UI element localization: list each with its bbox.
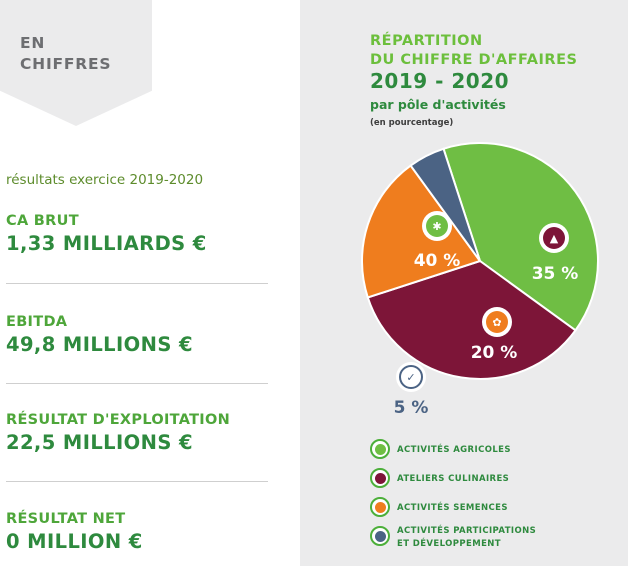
wheat-icon: ✱ — [422, 211, 452, 241]
cloche-icon: ▲ — [539, 223, 569, 253]
metric-value: 1,33 MILLIARDS € — [6, 232, 207, 255]
slice-value-label: 40 % — [414, 251, 461, 271]
metric-resultat-net: RÉSULTAT NET 0 MILLION € — [6, 510, 266, 555]
results-heading: résultats exercice 2019-2020 — [6, 172, 204, 188]
en-chiffres-label: EN CHIFFRES — [20, 34, 112, 73]
slice-value-label: 5 % — [394, 398, 429, 418]
metric-value: 0 MILLION € — [6, 530, 143, 553]
metric-label: CA BRUT — [6, 213, 79, 229]
pie-slice — [442, 142, 599, 332]
svg-text:▲: ▲ — [550, 232, 559, 245]
metric-resultat-exploitation: RÉSULTAT D'EXPLOITATION 22,5 MILLIONS € — [6, 411, 266, 456]
revenue-breakdown-panel: ✱ 40 % ▲ 35 % ✿ 20 % ✓ 5 % RÉPARTITION DU CHIFF… — [300, 0, 628, 566]
legend-label: ACTIVITÉS AGRICOLES — [397, 445, 511, 455]
pie-chart: ✱ 40 % ▲ 35 % ✿ 20 % ✓ 5 % — [361, 142, 599, 418]
key-figures-panel: EN CHIFFRES résultats exercice 2019-2020… — [0, 0, 300, 566]
legend-item-agricoles: ACTIVITÉS AGRICOLES — [370, 438, 620, 467]
chart-unit-note: (en pourcentage) — [370, 118, 454, 128]
chart-years: 2019 - 2020 — [370, 69, 510, 93]
seeds-icon — [370, 497, 390, 517]
legend-label: ATELIERS CULINAIRES — [397, 474, 510, 484]
metric-ca-brut: CA BRUT 1,33 MILLIARDS € — [6, 212, 266, 257]
metric-ebitda: EBITDA 49,8 MILLIONS € — [6, 313, 266, 358]
svg-text:✱: ✱ — [432, 220, 441, 233]
slice-value-label: 20 % — [471, 343, 518, 363]
legend-label: ACTIVITÉS PARTICIPATIONS ET DÉVELOPPEMEN… — [397, 526, 537, 549]
pie-slice — [366, 259, 577, 380]
legend-item-participations: ACTIVITÉS PARTICIPATIONS ET DÉVELOPPEMEN… — [370, 525, 620, 565]
chart-subtitle: par pôle d'activités — [370, 97, 506, 112]
seeds-icon: ✿ — [482, 307, 512, 337]
metric-label: RÉSULTAT NET — [6, 511, 126, 527]
check-leaf-icon — [370, 526, 390, 546]
metric-label: RÉSULTAT D'EXPLOITATION — [6, 412, 231, 428]
check-leaf-icon: ✓ — [396, 362, 426, 392]
metric-value: 49,8 MILLIONS € — [6, 333, 193, 356]
divider — [6, 283, 268, 284]
slice-value-label: 35 % — [532, 264, 579, 284]
chart-title: RÉPARTITION DU CHIFFRE D'AFFAIRES — [370, 33, 578, 68]
svg-text:✿: ✿ — [492, 316, 501, 329]
cloche-icon — [370, 468, 390, 488]
metric-value: 22,5 MILLIONS € — [6, 431, 193, 454]
pie-slice — [361, 164, 482, 299]
legend-label: ACTIVITÉS SEMENCES — [397, 503, 508, 513]
chart-legend: ACTIVITÉS AGRICOLES ATELIERS CULINAIRES … — [370, 438, 620, 565]
legend-item-culinaires: ATELIERS CULINAIRES — [370, 467, 620, 496]
wheat-icon — [370, 439, 390, 459]
pie-slice — [409, 147, 481, 262]
metric-label: EBITDA — [6, 314, 68, 330]
legend-item-semences: ACTIVITÉS SEMENCES — [370, 496, 620, 525]
divider — [6, 383, 268, 384]
divider — [6, 481, 268, 482]
svg-text:✓: ✓ — [406, 371, 415, 384]
